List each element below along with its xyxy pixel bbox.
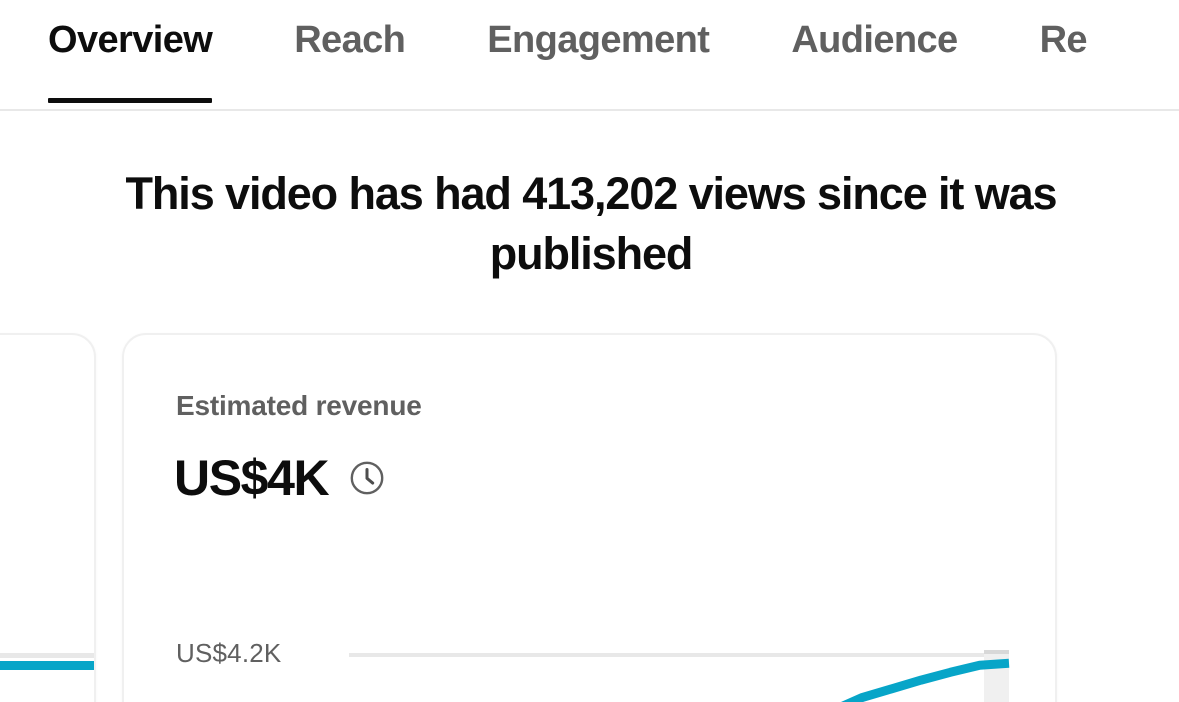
tab-revenue-label: Re [1039, 19, 1088, 61]
active-tab-indicator [48, 98, 213, 103]
chart-partial-data-region [984, 650, 1009, 702]
tab-reach-label: Reach [294, 19, 406, 61]
chart-line-series [841, 658, 1010, 702]
tab-reach[interactable]: Reach [294, 0, 406, 109]
clock-icon[interactable] [348, 459, 386, 497]
tab-engagement[interactable]: Engagement [487, 0, 710, 109]
tab-audience[interactable]: Audience [791, 0, 958, 109]
metric-card-previous[interactable] [0, 333, 96, 702]
chart-gridline [349, 653, 1009, 657]
chart-gridline [0, 653, 94, 658]
chart-y-axis-tick-label: US$4.2K [176, 638, 282, 668]
chart-partial-data-region-cap [984, 650, 1009, 654]
analytics-tab-bar: Overview Reach Engagement Audience Re [0, 0, 1179, 111]
tab-overview[interactable]: Overview [48, 0, 213, 109]
chart-plot-area [124, 620, 1055, 702]
tab-audience-label: Audience [791, 19, 958, 61]
tab-overview-label: Overview [48, 19, 213, 61]
card-metric-value: US$4K [174, 450, 330, 506]
tab-revenue[interactable]: Re [1039, 0, 1088, 109]
tab-engagement-label: Engagement [487, 19, 710, 61]
metric-card-estimated-revenue[interactable]: Estimated revenue US$4K US$4.2K [122, 333, 1057, 702]
card-value-row: US$4K [174, 453, 386, 503]
tab-strip: Overview Reach Engagement Audience Re [48, 0, 1088, 109]
card-metric-label: Estimated revenue [176, 390, 422, 421]
revenue-chart[interactable]: US$4.2K [124, 620, 1055, 702]
page-title: This video has had 413,202 views since i… [125, 168, 1058, 279]
chart-line-segment [0, 661, 94, 670]
